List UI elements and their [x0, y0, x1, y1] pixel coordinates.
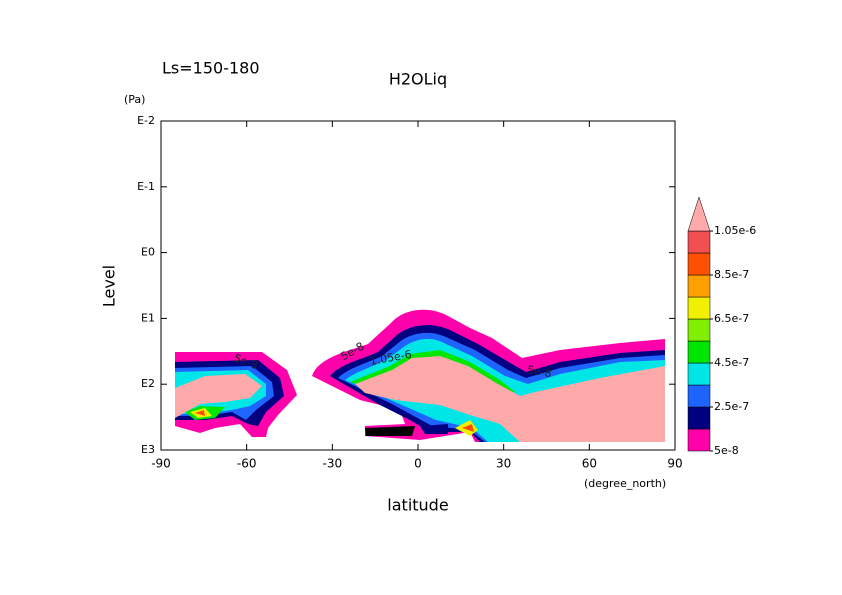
colorbar-label: 4.5e-7: [714, 356, 749, 369]
x-tick-label: 30: [496, 457, 511, 471]
colorbar-segment: [687, 384, 711, 408]
colorbar-segment: [687, 230, 711, 254]
colorbar-segment: [687, 340, 711, 364]
y-tick-label: E0: [141, 246, 155, 259]
x-axis-label: latitude: [387, 496, 448, 515]
subtitle: Ls=150-180: [162, 59, 260, 78]
y-tick-label: E-2: [137, 114, 155, 127]
colorbar-label: 1.05e-6: [714, 224, 756, 237]
colorbar-extend: [687, 196, 711, 232]
colorbar-label: 2.5e-7: [714, 400, 749, 413]
y-tick-label: E1: [141, 311, 155, 324]
colorbar-segment: [687, 318, 711, 342]
x-tick-label: -30: [323, 457, 343, 471]
x-tick-label: -60: [237, 457, 257, 471]
colorbar-label: 8.5e-7: [714, 268, 749, 281]
y-axis-label: Level: [100, 265, 119, 307]
colorbar-segment: [687, 296, 711, 320]
colorbar-segment: [687, 406, 711, 430]
y-tick-label: E2: [141, 377, 155, 390]
x-tick-label: -90: [151, 457, 171, 471]
colorbar-label: 6.5e-7: [714, 312, 749, 325]
y-tick-label: E3: [141, 443, 155, 456]
colorbar-segment: [687, 362, 711, 386]
colorbar-segment: [687, 428, 711, 452]
contour-label: 5e-8: [526, 363, 553, 380]
colorbar-label: 5e-8: [714, 444, 739, 457]
chart-title: H2OLiq: [389, 70, 447, 89]
x-units: (degree_north): [584, 477, 666, 490]
x-tick-label: 0: [414, 457, 422, 471]
colorbar-segment: [687, 252, 711, 276]
x-tick-label: 90: [667, 457, 682, 471]
y-tick-label: E-1: [137, 180, 155, 193]
colorbar-segment: [687, 274, 711, 298]
y-units: (Pa): [124, 93, 145, 106]
contour-fill: [175, 309, 665, 442]
x-tick-label: 60: [582, 457, 597, 471]
